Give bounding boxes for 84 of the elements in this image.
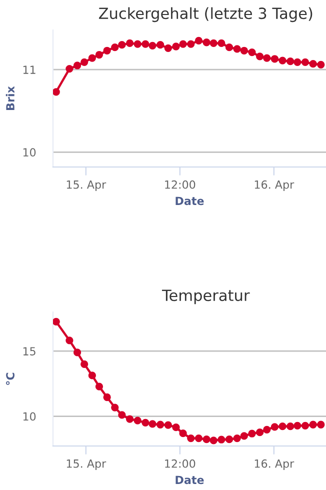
point [233, 45, 241, 53]
point [142, 418, 150, 426]
point [88, 54, 96, 62]
point [317, 420, 325, 428]
point [263, 426, 271, 434]
point [233, 434, 241, 442]
point [172, 424, 180, 432]
point [286, 422, 294, 430]
point [172, 42, 180, 50]
point [194, 36, 203, 45]
chart-title: Zuckergehalt (letzte 3 Tage) [98, 7, 312, 22]
x-axis-title: Date [176, 196, 204, 206]
point [73, 348, 82, 356]
point [142, 40, 150, 48]
point [194, 434, 203, 442]
point [134, 416, 142, 424]
y-tick-label: 11 [23, 66, 36, 74]
point [187, 40, 195, 48]
point [148, 42, 156, 50]
point [270, 55, 279, 63]
point [218, 39, 226, 48]
x-tick-label: 15. Apr [66, 460, 106, 470]
point [294, 422, 302, 430]
point [156, 420, 164, 428]
point [240, 432, 248, 440]
point [118, 41, 126, 49]
point [263, 54, 271, 62]
point [134, 40, 142, 48]
point [301, 422, 310, 430]
point [210, 436, 218, 444]
point [278, 422, 286, 430]
y-tick-label: 10 [23, 412, 36, 421]
point [111, 44, 119, 52]
point [95, 50, 104, 59]
x-tick-label: 12:00 [165, 180, 196, 189]
point [248, 48, 256, 56]
point [256, 52, 264, 60]
point [126, 39, 134, 48]
point [278, 56, 286, 64]
x-tick-label: 15. Apr [66, 180, 106, 191]
point [148, 420, 156, 428]
point [225, 436, 234, 444]
point [66, 64, 74, 73]
point [225, 44, 234, 52]
point [210, 39, 218, 48]
y-axis-title: Brix [6, 86, 14, 110]
point [164, 44, 172, 52]
point [103, 393, 111, 402]
point [179, 430, 187, 438]
y-tick-label: 10 [23, 148, 36, 157]
x-tick-label: 16. Apr [254, 459, 294, 470]
point [80, 58, 88, 66]
point [88, 372, 96, 380]
y-axis-title: °C [6, 372, 14, 385]
point [111, 404, 119, 412]
point [294, 58, 302, 66]
y-tick-label: 15 [23, 347, 36, 356]
point [73, 62, 82, 70]
point [218, 436, 226, 444]
chart-title: Temperatur [162, 290, 250, 304]
point [301, 58, 310, 66]
point [95, 382, 104, 390]
x-axis-title: Date [176, 476, 204, 484]
point [103, 46, 111, 54]
point [202, 436, 210, 444]
point [118, 411, 126, 419]
point [164, 421, 172, 429]
x-tick-label: 12:00 [165, 459, 196, 468]
point [240, 46, 248, 54]
point [248, 430, 256, 438]
point [309, 420, 317, 428]
point [179, 40, 187, 48]
point [256, 428, 264, 436]
point [202, 38, 210, 46]
point [156, 41, 164, 49]
point [80, 360, 88, 368]
point [317, 60, 325, 68]
x-tick-label: 16. Apr [254, 180, 294, 191]
point [66, 336, 74, 344]
point [309, 60, 317, 68]
point [286, 58, 294, 66]
point [270, 423, 279, 431]
point [187, 434, 195, 442]
point [126, 415, 134, 423]
